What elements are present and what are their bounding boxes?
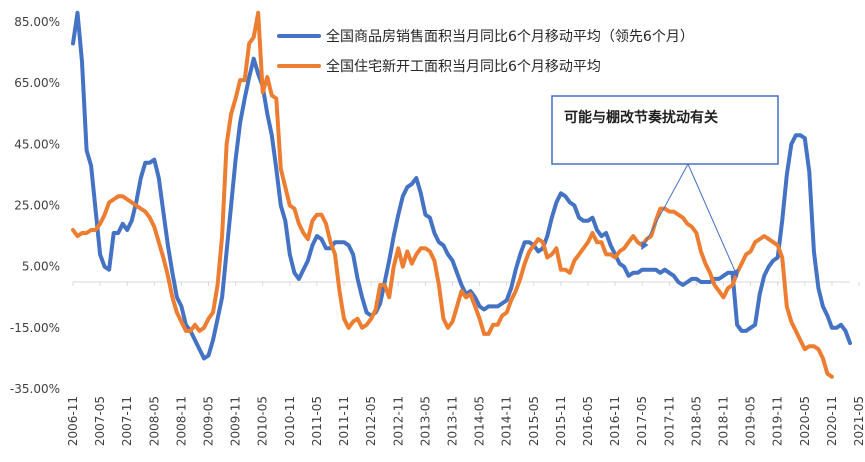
y-tick-label: 5.00% xyxy=(22,260,60,274)
annotation-pointer-2 xyxy=(687,163,739,278)
x-tick-label: 2008-05 xyxy=(147,396,161,446)
y-tick-label: 85.00% xyxy=(14,15,60,29)
x-tick-label: 2017-05 xyxy=(635,396,649,446)
legend: 全国商品房销售面积当月同比6个月移动平均（领先6个月） 全国住宅新开工面积当月同比… xyxy=(277,28,694,75)
x-tick-label: 2015-05 xyxy=(527,396,541,446)
x-tick-label: 2008-11 xyxy=(174,396,188,446)
annotation-box xyxy=(551,95,779,165)
x-tick-label: 2020-11 xyxy=(825,396,839,446)
y-tick-label: -15.00% xyxy=(10,321,60,335)
x-tick-label: 2014-05 xyxy=(473,396,487,446)
series-group xyxy=(71,10,852,379)
x-tick-label: 2020-05 xyxy=(798,396,812,446)
annotation-pointer-1 xyxy=(641,163,689,251)
x-tick-label: 2017-11 xyxy=(662,396,676,446)
x-tick-label: 2012-05 xyxy=(364,396,378,446)
x-tick-label: 2016-05 xyxy=(581,396,595,446)
annotation-text: 可能与棚改节奏扰动有关 xyxy=(564,109,718,126)
x-tick-label: 2019-05 xyxy=(744,396,758,446)
legend-label-2: 全国住宅新开工面积当月同比6个月移动平均 xyxy=(326,58,601,75)
x-tick-label: 2009-05 xyxy=(202,396,216,446)
x-tick-label: 2016-11 xyxy=(608,396,622,446)
y-tick-label: -35.00% xyxy=(10,382,60,396)
legend-label-1: 全国商品房销售面积当月同比6个月移动平均（领先6个月） xyxy=(326,28,694,45)
x-tick-label: 2015-11 xyxy=(554,396,568,446)
x-tick-label: 2012-11 xyxy=(391,396,405,446)
y-tick-label: 65.00% xyxy=(14,76,60,90)
x-tick-label: 2013-11 xyxy=(445,396,459,446)
x-tick-label: 2007-05 xyxy=(93,396,107,446)
x-tick-label: 2011-11 xyxy=(337,396,351,446)
y-axis: 85.00% 65.00% 45.00% 25.00% 5.00% -15.00% -35.… xyxy=(10,15,60,396)
x-tick-label: 2014-11 xyxy=(500,396,514,446)
annotation: 可能与棚改节奏扰动有关 xyxy=(551,95,779,278)
x-tick-label: 2019-11 xyxy=(771,396,785,446)
x-tick-label: 2006-11 xyxy=(66,396,80,446)
x-tick-label: 2021-05 xyxy=(852,396,865,446)
y-tick-label: 25.00% xyxy=(14,199,60,213)
series-line-2 xyxy=(71,10,834,379)
x-tick-label: 2007-11 xyxy=(120,396,134,446)
x-tick-label: 2018-05 xyxy=(689,396,703,446)
x-tick-label: 2010-05 xyxy=(256,396,270,446)
x-axis: 2006-11 2007-05 2007-11 2008-05 2008-11 2009-… xyxy=(66,281,865,446)
x-tick-label: 2018-11 xyxy=(717,396,731,446)
x-tick-label: 2011-05 xyxy=(310,396,324,446)
x-tick-label: 2009-11 xyxy=(229,396,243,446)
y-tick-label: 45.00% xyxy=(14,137,60,151)
series-line-1 xyxy=(71,10,852,361)
x-tick-label: 2010-11 xyxy=(283,396,297,446)
x-tick-label: 2013-05 xyxy=(418,396,432,446)
